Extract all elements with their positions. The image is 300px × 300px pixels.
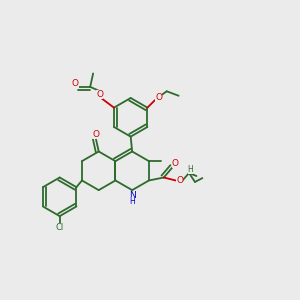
Text: O: O — [96, 90, 103, 99]
Text: H: H — [129, 197, 135, 206]
Text: O: O — [176, 176, 183, 185]
Text: N: N — [129, 191, 136, 200]
Text: H: H — [188, 165, 194, 174]
Text: O: O — [155, 93, 162, 102]
Text: O: O — [172, 159, 178, 168]
Text: O: O — [92, 130, 99, 139]
Text: O: O — [72, 79, 79, 88]
Text: Cl: Cl — [56, 223, 64, 232]
